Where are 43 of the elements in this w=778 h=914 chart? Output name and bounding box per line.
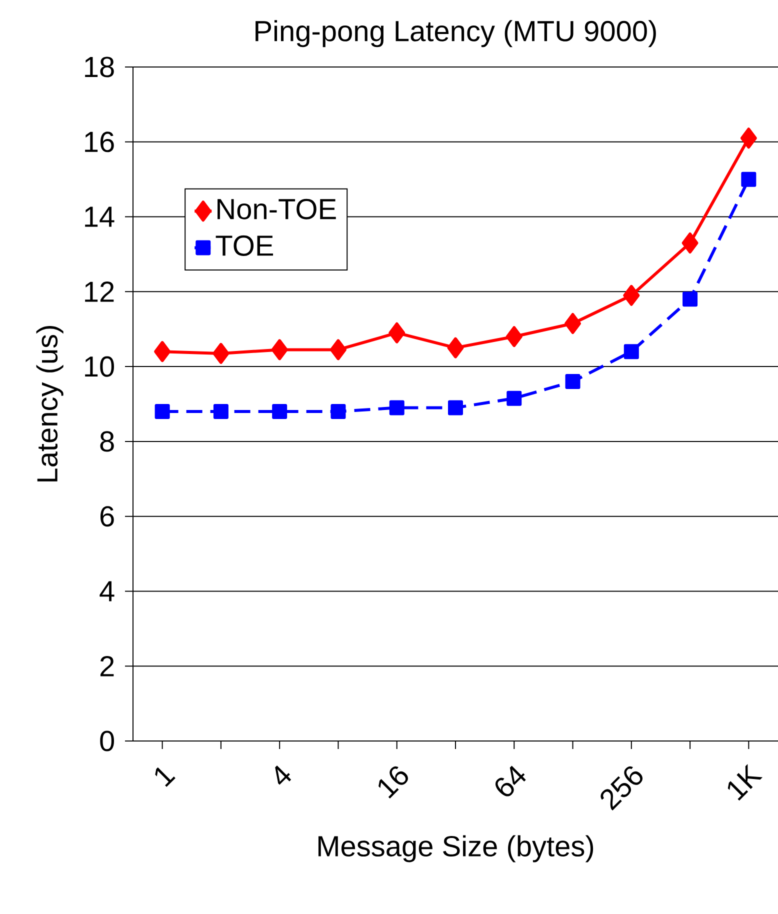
point <box>272 404 287 419</box>
point <box>565 374 580 390</box>
point <box>564 312 581 334</box>
x-tick-label: 1K <box>728 764 762 801</box>
point <box>212 342 229 364</box>
y-tick-label: 2 <box>100 656 114 676</box>
x-tick-label: 256 <box>600 766 642 810</box>
point <box>506 326 522 348</box>
point <box>682 232 698 254</box>
point <box>506 390 522 406</box>
point <box>330 339 346 360</box>
y-tick-label: 0 <box>100 730 114 752</box>
y-tick-label: 16 <box>84 132 114 152</box>
x-axis-title: Message Size (bytes) <box>318 835 593 862</box>
y-tick-label: 14 <box>84 206 114 227</box>
y-tick-label: 18 <box>84 56 114 78</box>
point <box>622 284 640 306</box>
point <box>388 322 405 344</box>
y-tick-label: 4 <box>99 581 114 602</box>
point <box>330 404 346 419</box>
x-tick-label: 64 <box>495 766 526 796</box>
y-tick-label: 6 <box>100 506 114 527</box>
point <box>682 292 698 307</box>
point <box>154 404 170 419</box>
x-tick-label: 4 <box>274 766 291 785</box>
y-axis-title: Latency (us) <box>36 326 64 482</box>
point <box>154 341 170 362</box>
x-tick-label: 16 <box>378 766 408 799</box>
point <box>389 400 404 416</box>
point <box>213 404 228 419</box>
x-tick-label: 1 <box>154 767 176 787</box>
point <box>624 344 639 360</box>
point <box>447 337 464 358</box>
point <box>271 339 288 360</box>
y-tick-label: 10 <box>84 356 114 377</box>
legend-label: Non-TOE <box>217 198 336 220</box>
chart-title: Ping-pong Latency (MTU 9000) <box>255 20 656 48</box>
point <box>740 172 756 187</box>
point <box>740 128 757 149</box>
point <box>448 400 463 416</box>
legend-label: TOE <box>216 235 273 256</box>
y-tick-label: 8 <box>100 431 114 452</box>
y-tick-label: 12 <box>84 282 114 302</box>
